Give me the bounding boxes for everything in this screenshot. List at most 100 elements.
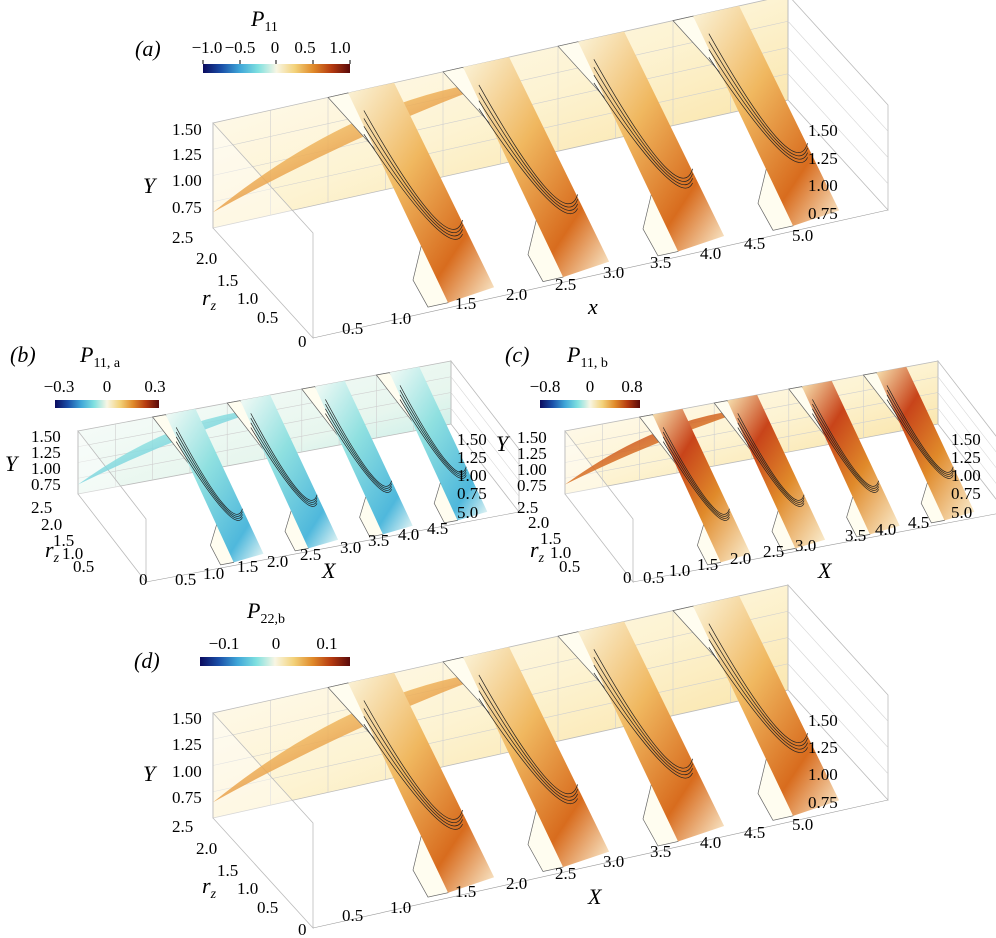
svg-text:1.0: 1.0	[390, 309, 411, 328]
contour-slice	[389, 366, 488, 521]
svg-text:5.0: 5.0	[792, 226, 813, 245]
contour-slice	[463, 647, 610, 868]
svg-text:2.5: 2.5	[763, 542, 784, 561]
svg-text:3.0: 3.0	[795, 536, 816, 555]
svg-text:1.00: 1.00	[172, 171, 202, 190]
svg-text:−0.5: −0.5	[225, 38, 256, 57]
svg-text:1.00: 1.00	[457, 466, 487, 485]
svg-text:1.5: 1.5	[217, 861, 238, 880]
rz-axis-label-d: rz	[202, 873, 217, 902]
colorbar-tickmarks-a	[202, 60, 351, 64]
svg-text:1.00: 1.00	[31, 459, 61, 478]
plot-box-b	[77, 359, 520, 584]
svg-text:0.75: 0.75	[808, 204, 838, 223]
svg-text:2.0: 2.0	[528, 513, 549, 532]
y-ticks-right-b: 1.50 1.25 1.00 0.75	[457, 430, 487, 503]
y-ticks-left-b: 1.50 1.25 1.00 0.75	[31, 427, 61, 494]
contour-slice	[652, 408, 751, 563]
svg-text:1.0: 1.0	[329, 38, 350, 57]
svg-text:0: 0	[298, 332, 307, 351]
svg-text:2.5: 2.5	[172, 817, 193, 836]
rz-ticks-c: 2.5 2.0 1.5 1.0 0.5 0	[517, 498, 632, 587]
x-ticks-b: 0.5 1.0 1.5 2.0 2.5 3.0 3.5 4.0 4.5 5.0	[175, 503, 478, 589]
contour-slice	[801, 380, 900, 535]
svg-text:0.75: 0.75	[172, 788, 202, 807]
svg-text:2.5: 2.5	[517, 498, 538, 517]
svg-text:1.25: 1.25	[457, 448, 487, 467]
side-wall	[212, 121, 314, 340]
rz-ticks-b: 2.5 2.0 1.5 1.0 0.5 0	[31, 498, 148, 589]
svg-text:1.0: 1.0	[550, 543, 571, 562]
svg-text:1.0: 1.0	[62, 544, 83, 563]
svg-text:0: 0	[103, 377, 112, 396]
colorbar-b	[55, 400, 159, 408]
panel-d: (d) P22,b −0.1 0 0.1 Y 1.50 1.25 1.00 0.…	[134, 583, 889, 938]
y-axis-label-a: Y	[143, 173, 158, 198]
colorbar-title-c: P11, b	[566, 342, 608, 371]
svg-text:2.0: 2.0	[506, 285, 527, 304]
rz-axis-label-a: rz	[202, 285, 217, 314]
svg-text:4.5: 4.5	[427, 519, 448, 538]
contour-slice	[876, 366, 975, 521]
svg-text:1.5: 1.5	[455, 294, 476, 313]
x-axis-label-a: x	[587, 294, 598, 319]
svg-text:1.5: 1.5	[697, 555, 718, 574]
svg-text:0.75: 0.75	[31, 475, 61, 494]
svg-text:1.00: 1.00	[951, 466, 981, 485]
svg-text:0.5: 0.5	[257, 308, 278, 327]
svg-text:1.50: 1.50	[172, 120, 202, 139]
plot-box-c	[564, 359, 996, 584]
svg-text:4.5: 4.5	[744, 234, 765, 253]
svg-text:1.50: 1.50	[808, 711, 838, 730]
svg-text:1.0: 1.0	[390, 898, 411, 917]
svg-text:1.5: 1.5	[237, 557, 258, 576]
svg-text:0: 0	[298, 920, 307, 938]
svg-text:1.0: 1.0	[669, 561, 690, 580]
svg-text:2.0: 2.0	[267, 552, 288, 571]
svg-text:4.0: 4.0	[398, 525, 419, 544]
rz-ticks-a: 2.5 2.0 1.5 1.0 0.5 0	[172, 228, 307, 351]
colorbar-ticks-b: −0.3 0 0.3	[44, 377, 166, 396]
svg-text:4.5: 4.5	[744, 823, 765, 842]
contour-slice	[240, 394, 339, 549]
svg-text:0.5: 0.5	[643, 568, 664, 587]
svg-text:4.5: 4.5	[908, 513, 929, 532]
contour-slice	[165, 408, 264, 563]
svg-text:1.5: 1.5	[53, 531, 74, 550]
svg-text:1.0: 1.0	[237, 879, 258, 898]
y-ticks-right-d: 1.50 1.25 1.00 0.75	[808, 711, 838, 812]
svg-text:2.5: 2.5	[172, 228, 193, 247]
side-wall	[77, 429, 147, 584]
svg-text:4.0: 4.0	[700, 244, 721, 263]
svg-text:0.3: 0.3	[144, 377, 165, 396]
svg-text:1.25: 1.25	[31, 443, 61, 462]
svg-text:0.75: 0.75	[517, 476, 547, 495]
y-axis-label-d: Y	[143, 761, 158, 786]
colorbar-ticks-c: −0.8 0 0.8	[530, 377, 643, 396]
svg-text:0: 0	[623, 568, 632, 587]
svg-text:0.75: 0.75	[951, 484, 981, 503]
svg-text:3.5: 3.5	[650, 253, 671, 272]
svg-text:0.8: 0.8	[621, 377, 642, 396]
svg-text:1.00: 1.00	[808, 765, 838, 784]
svg-text:2.5: 2.5	[31, 498, 52, 517]
svg-text:3.5: 3.5	[650, 842, 671, 861]
side-wall	[564, 429, 634, 584]
panel-c: (c) P11, b −0.8 0 0.8 Y 1.50 1.25 1.00 0…	[496, 342, 996, 587]
svg-text:0.5: 0.5	[257, 898, 278, 917]
svg-text:0: 0	[271, 38, 280, 57]
svg-text:3.0: 3.0	[340, 538, 361, 557]
colorbar-d	[200, 657, 350, 666]
x-ticks-c: 0.5 1.0 1.5 2.0 2.5 3.0 3.5 4.0 4.5 5.0	[643, 503, 972, 587]
contour-slice	[463, 57, 610, 278]
svg-text:3.5: 3.5	[845, 526, 866, 545]
svg-text:2.5: 2.5	[555, 275, 576, 294]
plot-box-a	[212, 0, 889, 340]
svg-text:5.0: 5.0	[457, 503, 478, 522]
svg-text:0.75: 0.75	[808, 793, 838, 812]
svg-text:5.0: 5.0	[951, 503, 972, 522]
svg-text:4.0: 4.0	[700, 833, 721, 852]
y-axis-label-c: Y	[496, 431, 511, 456]
svg-text:−0.1: −0.1	[209, 634, 240, 653]
svg-text:0.5: 0.5	[559, 557, 580, 576]
